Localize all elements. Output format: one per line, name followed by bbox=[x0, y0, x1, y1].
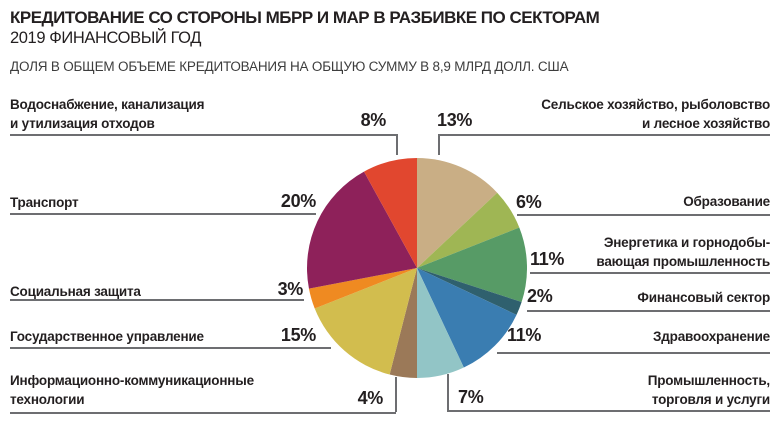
sector-label-health: Здравоохранение bbox=[653, 329, 770, 344]
sector-label-education: Образование bbox=[683, 194, 770, 209]
leader-line bbox=[10, 213, 316, 215]
sector-label-industry-trade: Промышленность, торговля и услуги bbox=[647, 373, 770, 407]
sector-label-agriculture: Сельское хозяйство, рыболовство и лесное… bbox=[541, 97, 770, 131]
pie-slice-health bbox=[417, 268, 517, 368]
pie-slice-financial bbox=[417, 268, 522, 315]
pie-slice-education bbox=[417, 192, 520, 268]
sector-label-ict: Информационно-коммуникационные технологи… bbox=[10, 373, 254, 407]
leader-tick bbox=[447, 374, 449, 410]
sector-percent-transport: 20% bbox=[280, 191, 316, 211]
sector-label-social-protection: Социальная защита bbox=[10, 284, 141, 299]
leader-tick bbox=[396, 134, 398, 155]
leader-tick bbox=[395, 377, 397, 412]
pie-slice-social-protection bbox=[308, 268, 417, 309]
leader-line bbox=[10, 134, 397, 136]
pie-slice-transport bbox=[307, 171, 417, 289]
sector-label-transport: Транспорт bbox=[10, 195, 79, 210]
sector-percent-social-protection: 3% bbox=[277, 279, 304, 299]
chart-description: ДОЛЯ В ОБЩЕМ ОБЪЕМЕ КРЕДИТОВАНИЯ НА ОБЩУ… bbox=[10, 59, 569, 74]
pie-slice-industry-trade bbox=[417, 268, 464, 378]
leader-line bbox=[10, 412, 396, 414]
leader-line bbox=[10, 347, 331, 349]
sector-percent-ict: 4% bbox=[357, 388, 384, 408]
leader-tick bbox=[438, 134, 440, 155]
sector-percent-financial: 2% bbox=[527, 286, 553, 306]
sector-percent-education: 6% bbox=[516, 192, 542, 212]
sector-label-financial: Финансовый сектор bbox=[637, 290, 770, 305]
leader-line bbox=[438, 134, 770, 136]
sector-label-water-sanitation: Водоснабжение, канализация и утилизация … bbox=[10, 97, 205, 131]
pie-slice-energy-mining bbox=[417, 227, 528, 302]
pie-svg bbox=[307, 158, 528, 378]
sector-percent-agriculture: 13% bbox=[437, 110, 473, 130]
leader-line bbox=[10, 299, 304, 301]
pie-slice-water-sanitation bbox=[364, 158, 417, 268]
sector-label-public-admin: Государственное управление bbox=[10, 329, 204, 344]
pie-slice-public-admin bbox=[314, 268, 417, 375]
sector-percent-public-admin: 15% bbox=[280, 325, 316, 345]
sector-percent-energy-mining: 11% bbox=[530, 249, 565, 269]
leader-line bbox=[527, 310, 770, 312]
pie-chart bbox=[307, 158, 528, 378]
pie-slice-agriculture bbox=[417, 158, 498, 268]
fiscal-year-subtitle: 2019 ФИНАНСОВЫЙ ГОД bbox=[10, 29, 202, 47]
sector-percent-water-sanitation: 8% bbox=[360, 110, 387, 130]
sector-percent-health: 11% bbox=[507, 325, 542, 345]
leader-line bbox=[497, 352, 770, 354]
sector-percent-industry-trade: 7% bbox=[458, 387, 484, 407]
pie-slice-ict bbox=[389, 268, 417, 378]
page-title: КРЕДИТОВАНИЕ СО СТОРОНЫ МБРР И МАР В РАЗ… bbox=[10, 8, 600, 27]
leader-line bbox=[530, 272, 770, 274]
leader-line bbox=[517, 214, 770, 216]
sector-label-energy-mining: Энергетика и горнодобы- вающая промышлен… bbox=[596, 235, 770, 269]
leader-line bbox=[447, 410, 770, 412]
